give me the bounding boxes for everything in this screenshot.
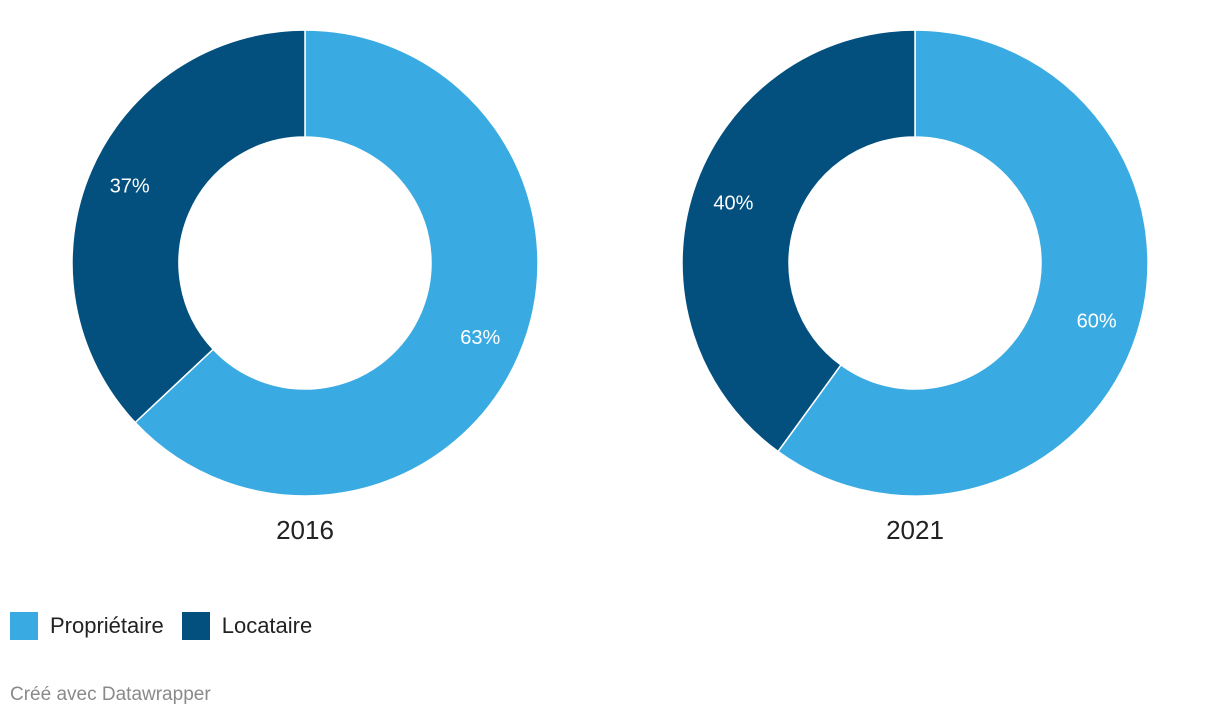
legend-label-locataire: Locataire — [221, 613, 313, 638]
legend-swatch-locataire — [181, 612, 210, 640]
slice-label-2021-1: 40% — [713, 192, 753, 214]
chart-title-2021: 2021 — [886, 515, 944, 545]
legend: Propriétaire Locataire — [10, 612, 312, 640]
slice-2021-proprietaire — [776, 29, 1149, 497]
legend-item-proprietaire: Propriétaire — [10, 612, 164, 640]
slice-label-2016-1: 37% — [110, 175, 150, 197]
legend-item-locataire: Locataire — [181, 612, 313, 640]
donut-charts: 63% 37% 2016 60% 40% 2021 — [71, 29, 1149, 545]
legend-label-proprietaire: Propriétaire — [50, 613, 164, 638]
slice-2021-locataire — [681, 29, 916, 453]
slice-2016-locataire — [71, 29, 306, 424]
slice-2016-proprietaire — [134, 29, 539, 497]
chart-title-2016: 2016 — [276, 515, 334, 545]
slice-label-2016-0: 63% — [460, 327, 500, 349]
footer-credit: Créé avec Datawrapper — [10, 684, 211, 705]
slice-label-2021-0: 60% — [1077, 310, 1117, 332]
legend-swatch-proprietaire — [10, 612, 38, 640]
